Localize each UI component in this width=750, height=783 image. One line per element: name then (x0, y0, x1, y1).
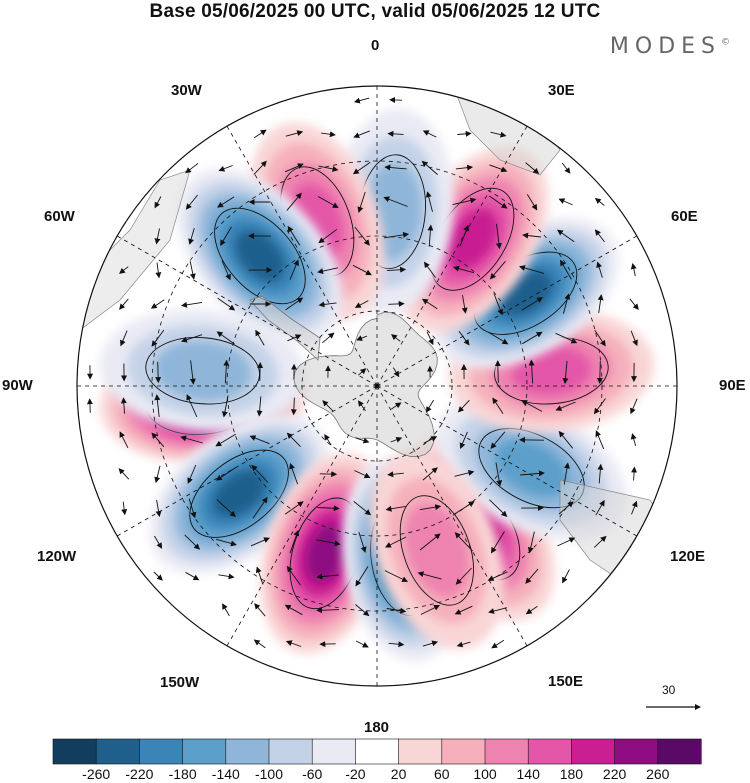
colorbar-bin (398, 738, 443, 765)
colorbar-bin (571, 738, 616, 765)
lon-label-0: 0 (371, 37, 380, 54)
antarctica-landmass (293, 312, 438, 458)
lon-label-150w: 150W (160, 674, 200, 691)
colorbar-bin (139, 738, 184, 765)
colorbar-tick-label: -180 (169, 766, 197, 782)
colorbar-tick-label: 60 (434, 766, 450, 782)
anomaly-field (99, 108, 655, 662)
colorbar-bin (182, 738, 227, 765)
colorbar-bin (95, 738, 140, 765)
brand-text: MODES (609, 34, 721, 59)
colorbar-bin (484, 738, 529, 765)
lon-label-120w: 120W (37, 548, 77, 565)
colorbar-bin (225, 738, 270, 765)
colorbar-tick-label: -100 (255, 766, 283, 782)
colorbar-bin (657, 738, 702, 765)
brand-mark: © (721, 37, 730, 48)
colorbar-bin (355, 738, 400, 765)
lon-label-60e: 60E (671, 208, 698, 225)
lon-label-90w: 90W (2, 377, 33, 394)
lon-label-30w: 30W (171, 82, 202, 99)
colorbar-bin (441, 738, 486, 765)
lon-label-30e: 30E (548, 82, 575, 99)
colorbar-bin (268, 738, 313, 765)
colorbar-tick-label: 100 (473, 766, 497, 782)
anomaly-lobe-m (369, 451, 505, 650)
colorbar-bin (52, 738, 97, 765)
colorbar-bin (527, 738, 573, 765)
colorbar-tick-label: -140 (212, 766, 240, 782)
colorbar-tick-label: 260 (646, 766, 670, 782)
colorbar-bin (614, 738, 659, 765)
lon-label-60w: 60W (44, 208, 75, 225)
graticule (77, 86, 677, 686)
colorbar-tick-label: 140 (517, 766, 541, 782)
colorbar-tick-label: -60 (302, 766, 322, 782)
anomaly-lobe-n (99, 309, 306, 433)
colorbar-tick-label: -220 (125, 766, 153, 782)
lon-label-120e: 120E (670, 548, 706, 565)
south-america-landmass (77, 169, 191, 331)
colorbar-tick-label: -20 (345, 766, 365, 782)
reference-vector-label: 30 (662, 683, 676, 697)
wind-vectors (86, 96, 639, 649)
lon-label-90e: 90E (719, 377, 746, 394)
map-title: Base 05/06/2025 00 UTC, valid 05/06/2025… (149, 1, 601, 22)
lon-label-150e: 150E (548, 673, 584, 690)
colorbar-tick-label: 220 (603, 766, 627, 782)
colorbar-tick-label: 180 (560, 766, 584, 782)
lon-label-180: 180 (364, 719, 390, 736)
modes-logo: MODES© (610, 34, 730, 59)
colorbar-bin (311, 738, 357, 765)
map-boundary (76, 85, 678, 687)
colorbar-tick-label: -260 (82, 766, 110, 782)
colorbar-tick-label: 20 (391, 766, 407, 782)
